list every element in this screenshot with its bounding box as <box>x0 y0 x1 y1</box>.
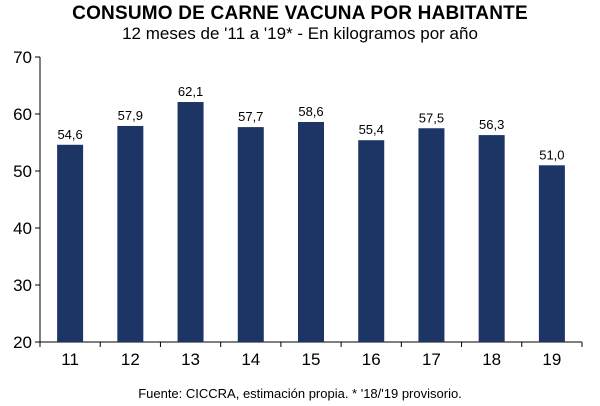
bar-data-label: 56,3 <box>479 117 504 132</box>
x-tick-label: 19 <box>542 350 561 369</box>
bar <box>418 128 445 342</box>
bar-data-label: 62,1 <box>178 84 203 99</box>
chart-subtitle: 12 meses de '11 a '19* - En kilogramos p… <box>122 24 478 43</box>
chart-source-note: Fuente: CICCRA, estimación propia. * '18… <box>138 386 462 401</box>
bar <box>57 144 84 342</box>
x-tick-label: 14 <box>241 350 260 369</box>
bar <box>478 135 505 342</box>
y-tick-label: 50 <box>13 162 32 181</box>
bar-data-label: 55,4 <box>359 122 384 137</box>
bar <box>538 165 565 342</box>
x-tick-label: 17 <box>422 350 441 369</box>
bar <box>237 127 264 342</box>
y-tick-label: 60 <box>13 105 32 124</box>
x-tick-label: 15 <box>302 350 321 369</box>
bar-data-label: 57,5 <box>419 110 444 125</box>
x-tick-label: 18 <box>482 350 501 369</box>
y-tick-label: 30 <box>13 276 32 295</box>
x-tick-label: 11 <box>61 350 79 369</box>
bar <box>358 140 385 342</box>
x-tick-label: 16 <box>362 350 381 369</box>
y-tick-label: 40 <box>13 219 32 238</box>
x-tick-label: 12 <box>121 350 140 369</box>
y-tick-label: 20 <box>13 333 32 352</box>
chart-title: CONSUMO DE CARNE VACUNA POR HABITANTE <box>72 3 528 24</box>
bar <box>177 102 204 342</box>
bar-data-label: 58,6 <box>298 104 323 119</box>
bar-data-label: 54,6 <box>57 127 82 142</box>
x-tick-label: 13 <box>181 350 200 369</box>
bar <box>117 125 144 342</box>
bar <box>298 121 324 342</box>
bar-data-label: 51,0 <box>539 147 564 162</box>
bar-data-label: 57,7 <box>238 109 263 124</box>
y-tick-label: 70 <box>13 48 32 67</box>
bar-data-label: 57,9 <box>118 108 143 123</box>
